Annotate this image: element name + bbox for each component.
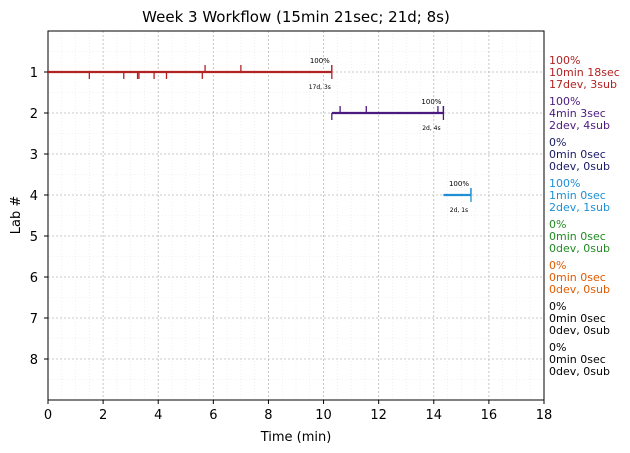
lab-summary-line: 0min 0sec [549,230,606,243]
lab-summary-line: 0% [549,218,566,231]
series-group: 100% 17d, 3s 100% 2d, 4s 100% 2d, 1s [48,57,472,214]
lab-summary-line: 100% [549,54,580,67]
dev-sub-count-label: 2d, 4s [422,125,440,132]
y-axis-title: Lab # [9,196,24,235]
y-tick-label: 4 [30,189,38,204]
lab-summary-line: 0min 0sec [549,312,606,325]
y-tick-label: 8 [30,353,38,368]
lab-summary-line: 0dev, 0sub [549,283,610,296]
chart-title: Week 3 Workflow (15min 21sec; 21d; 8s) [142,8,450,26]
lab-summary-line: 10min 18sec [549,66,620,79]
y-tick-label: 2 [30,107,38,122]
x-tick-label: 0 [44,408,52,423]
y-tick-label: 1 [30,66,38,81]
lab-summary-line: 0min 0sec [549,353,606,366]
lab-summary-line: 100% [549,95,580,108]
lab-summary-line: 0dev, 0sub [549,365,610,378]
lab-summary-line: 0dev, 0sub [549,242,610,255]
lab-summary-line: 0% [549,341,566,354]
lab-summary-line: 0min 0sec [549,271,606,284]
x-tick-label: 14 [426,408,443,423]
x-tick-label: 12 [370,408,387,423]
lab-summary-line: 1min 0sec [549,189,606,202]
y-tick-label: 7 [30,312,38,327]
lab-summary-line: 2dev, 4sub [549,119,610,132]
completion-label: 100% [421,98,441,106]
x-axis-title: Time (min) [260,430,332,445]
lab-summary-line: 0% [549,300,566,313]
dev-sub-count-label: 17d, 3s [309,84,331,91]
completion-label: 100% [310,57,330,65]
lab-summary-line: 17dev, 3sub [549,78,617,91]
x-tick-label: 2 [99,408,107,423]
x-tick-label: 8 [264,408,272,423]
y-tick-label: 5 [30,230,38,245]
y-tick-label: 6 [30,271,38,286]
x-tick-label: 10 [315,408,332,423]
x-tick-label: 18 [536,408,553,423]
x-tick-label: 6 [209,408,217,423]
grid [47,30,545,401]
dev-sub-count-label: 2d, 1s [450,207,468,214]
x-tick-label: 4 [154,408,162,423]
lab-summary-line: 4min 3sec [549,107,606,120]
lab-summary-line: 0min 0sec [549,148,606,161]
lab-summary-line: 0dev, 0sub [549,324,610,337]
plot-frame [47,30,545,401]
lab-summary-line: 100% [549,177,580,190]
lab-summary-line: 0% [549,136,566,149]
x-tick-label: 16 [481,408,498,423]
lab-summary-line: 0dev, 0sub [549,160,610,173]
completion-label: 100% [449,180,469,188]
lab-summary-line: 0% [549,259,566,272]
lab-summary-line: 2dev, 1sub [549,201,610,214]
y-tick-label: 3 [30,148,38,163]
